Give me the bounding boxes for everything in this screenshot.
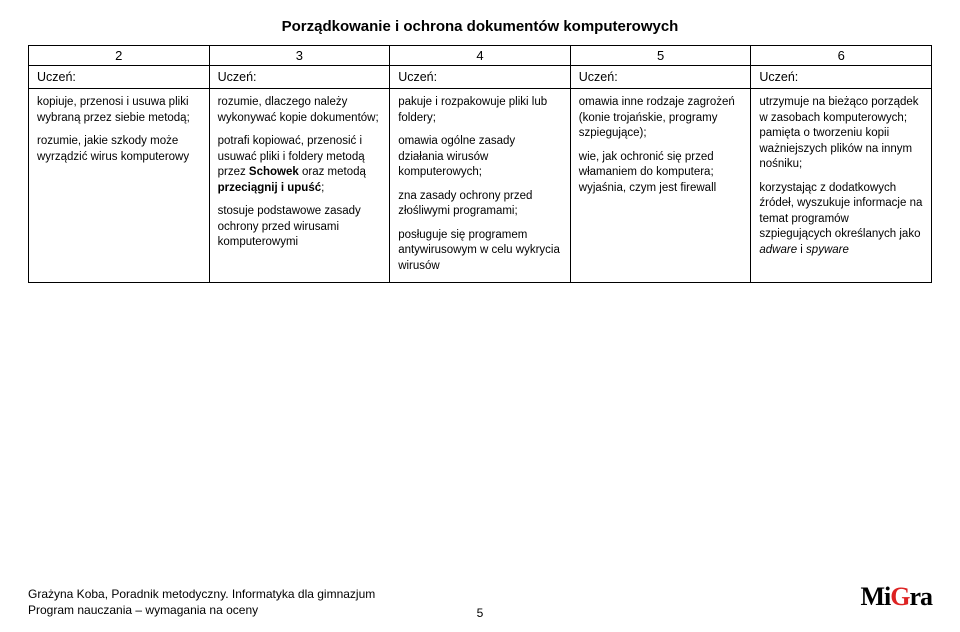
logo-text-ra: ra <box>909 582 932 612</box>
para: posługuje się programem antywirusowym w … <box>398 228 562 275</box>
label-cell: Uczeń: <box>570 66 751 89</box>
migra-logo: MiGra <box>860 582 932 612</box>
text: ; <box>321 182 324 194</box>
italic-text: spyware <box>806 244 849 256</box>
header-row: 2 3 4 5 6 <box>29 46 932 66</box>
content-cell-5: omawia inne rodzaje zagrożeń (konie troj… <box>570 89 751 283</box>
content-row: kopiuje, przenosi i usuwa pliki wybraną … <box>29 89 932 283</box>
text: korzystając z dodatkowych źródeł, wyszuk… <box>759 182 922 241</box>
logo-text-mi: Mi <box>860 582 890 612</box>
footer-line-1: Grażyna Koba, Poradnik metodyczny. Infor… <box>28 586 932 602</box>
content-cell-6: utrzymuje na bieżąco porządek w zasobach… <box>751 89 932 283</box>
label-cell: Uczeń: <box>751 66 932 89</box>
page-number: 5 <box>28 606 932 620</box>
label-cell: Uczeń: <box>29 66 210 89</box>
content-cell-4: pakuje i rozpakowuje pliki lub foldery; … <box>390 89 571 283</box>
para: pakuje i rozpakowuje pliki lub foldery; <box>398 95 562 126</box>
label-cell: Uczeń: <box>209 66 390 89</box>
para: omawia inne rodzaje zagrożeń (konie troj… <box>579 95 743 142</box>
para: zna zasady ochrony przed złośliwymi prog… <box>398 189 562 220</box>
page: Porządkowanie i ochrona dokumentów kompu… <box>0 0 960 632</box>
document-title: Porządkowanie i ochrona dokumentów kompu… <box>28 18 932 35</box>
col-header-2: 2 <box>29 46 210 66</box>
para: wie, jak ochronić się przed włamaniem do… <box>579 150 743 197</box>
para: potrafi kopiować, przenosić i usuwać pli… <box>218 134 382 196</box>
para: utrzymuje na bieżąco porządek w zasobach… <box>759 95 923 173</box>
col-header-4: 4 <box>390 46 571 66</box>
text: i <box>797 244 806 256</box>
logo-text-g: G <box>890 582 909 612</box>
content-cell-3: rozumie, dlaczego należy wykonywać kopie… <box>209 89 390 283</box>
para: stosuje podstawowe zasady ochrony przed … <box>218 204 382 251</box>
content-cell-2: kopiuje, przenosi i usuwa pliki wybraną … <box>29 89 210 283</box>
col-header-3: 3 <box>209 46 390 66</box>
para: rozumie, jakie szkody może wyrządzić wir… <box>37 134 201 165</box>
para: korzystając z dodatkowych źródeł, wyszuk… <box>759 181 923 259</box>
italic-text: adware <box>759 244 797 256</box>
label-cell: Uczeń: <box>390 66 571 89</box>
para: omawia ogólne zasady działania wirusów k… <box>398 134 562 181</box>
para: kopiuje, przenosi i usuwa pliki wybraną … <box>37 95 201 126</box>
col-header-6: 6 <box>751 46 932 66</box>
text: oraz metodą <box>299 166 366 178</box>
para: rozumie, dlaczego należy wykonywać kopie… <box>218 95 382 126</box>
bold-text: przeciągnij i upuść <box>218 182 322 194</box>
label-row: Uczeń: Uczeń: Uczeń: Uczeń: Uczeń: <box>29 66 932 89</box>
col-header-5: 5 <box>570 46 751 66</box>
bold-text: Schowek <box>249 166 299 178</box>
page-footer: Grażyna Koba, Poradnik metodyczny. Infor… <box>28 586 932 618</box>
criteria-table: 2 3 4 5 6 Uczeń: Uczeń: Uczeń: Uczeń: Uc… <box>28 45 932 283</box>
